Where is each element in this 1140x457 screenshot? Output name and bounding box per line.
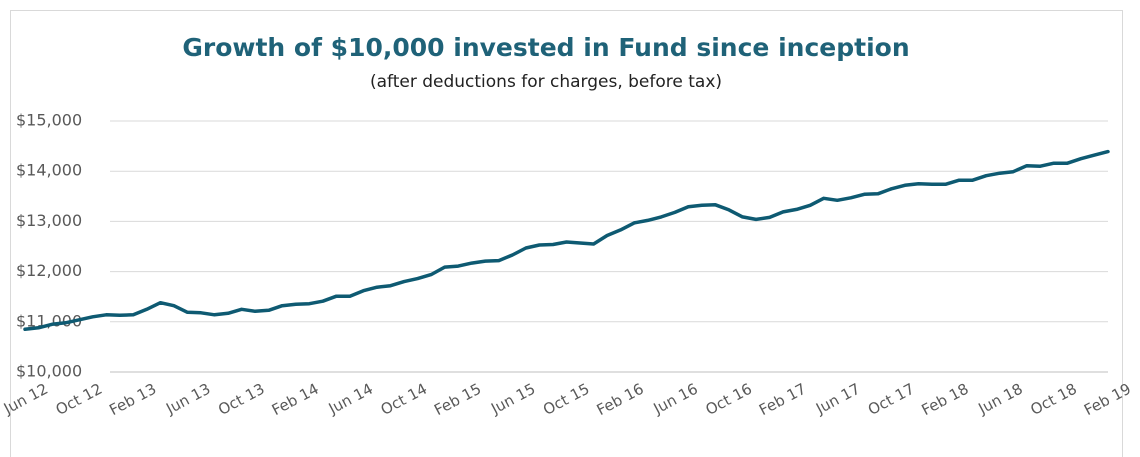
x-tick-label: Oct 17 xyxy=(865,380,917,419)
x-tick-label: Jun 18 xyxy=(975,380,1026,419)
x-tick-label: Jun 13 xyxy=(162,380,213,419)
y-tick-label: $14,000 xyxy=(16,161,82,180)
x-tick-label: Jun 14 xyxy=(325,380,376,419)
data-line xyxy=(23,149,1110,332)
x-tick-label: Feb 19 xyxy=(1081,380,1134,420)
chart-subtitle: (after deductions for charges, before ta… xyxy=(370,72,722,92)
x-tick-label: Jun 15 xyxy=(487,380,538,419)
x-tick-label: Feb 16 xyxy=(594,380,647,420)
y-tick-label: $15,000 xyxy=(16,111,82,130)
x-tick-label: Oct 18 xyxy=(1027,380,1079,419)
x-tick-label: Feb 13 xyxy=(106,380,159,420)
x-tick-label: Feb 18 xyxy=(919,380,972,420)
x-tick-label: Oct 14 xyxy=(378,380,430,419)
y-tick-label: $13,000 xyxy=(16,211,82,230)
x-tick-label: Jun 12 xyxy=(0,380,51,419)
x-tick-label: Oct 16 xyxy=(703,380,755,419)
x-tick-label: Feb 17 xyxy=(756,380,809,420)
x-tick-label: Oct 13 xyxy=(215,380,267,419)
x-tick-label: Feb 14 xyxy=(269,380,322,420)
y-tick-label: $12,000 xyxy=(16,261,82,280)
x-tick-label: Oct 12 xyxy=(53,380,105,419)
chart-title: Growth of $10,000 invested in Fund since… xyxy=(182,33,909,62)
x-tick-label: Jun 17 xyxy=(812,380,863,419)
x-tick-label: Oct 15 xyxy=(540,380,592,419)
x-tick-label: Feb 15 xyxy=(431,380,484,420)
chart-border xyxy=(10,10,1123,457)
x-tick-label: Jun 16 xyxy=(650,380,701,419)
y-tick-label: $11,000 xyxy=(16,311,82,330)
y-tick-label: $10,000 xyxy=(16,362,82,381)
